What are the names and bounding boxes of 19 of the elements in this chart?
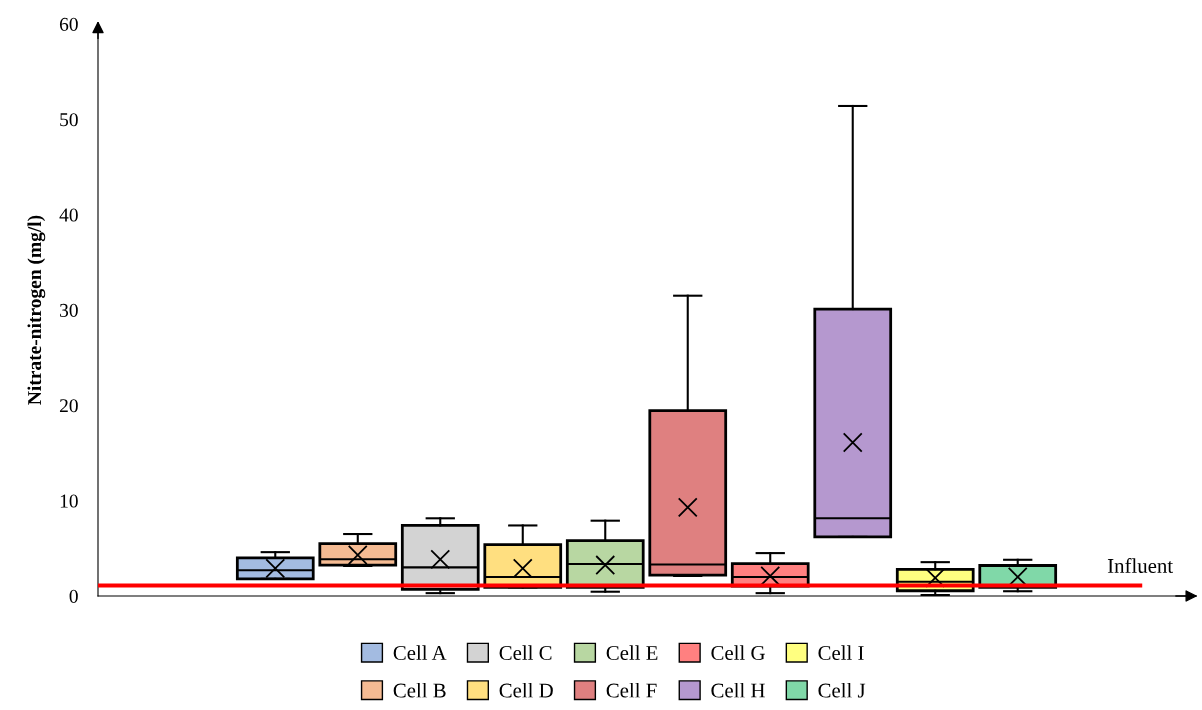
legend-label: Cell J <box>818 682 866 698</box>
y-tick-label: 20 <box>59 399 78 413</box>
ref-line-label: Influent <box>1107 558 1173 573</box>
y-tick-label: 60 <box>59 17 78 31</box>
y-tick-label: 10 <box>60 494 78 508</box>
legend-label: Cell F <box>606 682 657 698</box>
y-tick-label: 40 <box>59 208 78 222</box>
legend-label: Cell B <box>393 682 446 698</box>
legend-label: Cell H <box>711 682 765 698</box>
legend-label: Cell I <box>818 645 864 661</box>
legend-label: Cell E <box>606 645 658 661</box>
legend-label: Cell G <box>711 645 765 661</box>
legend-label: Cell C <box>499 645 552 661</box>
y-tick-label: 30 <box>60 303 78 317</box>
y-tick-label: 50 <box>60 113 78 127</box>
y-tick-label: 0 <box>69 589 78 603</box>
y-axis-title: Nitrate-nitrogen (mg/l) <box>27 215 46 405</box>
legend-label: Cell A <box>393 645 447 661</box>
legend-label: Cell D <box>499 682 553 698</box>
